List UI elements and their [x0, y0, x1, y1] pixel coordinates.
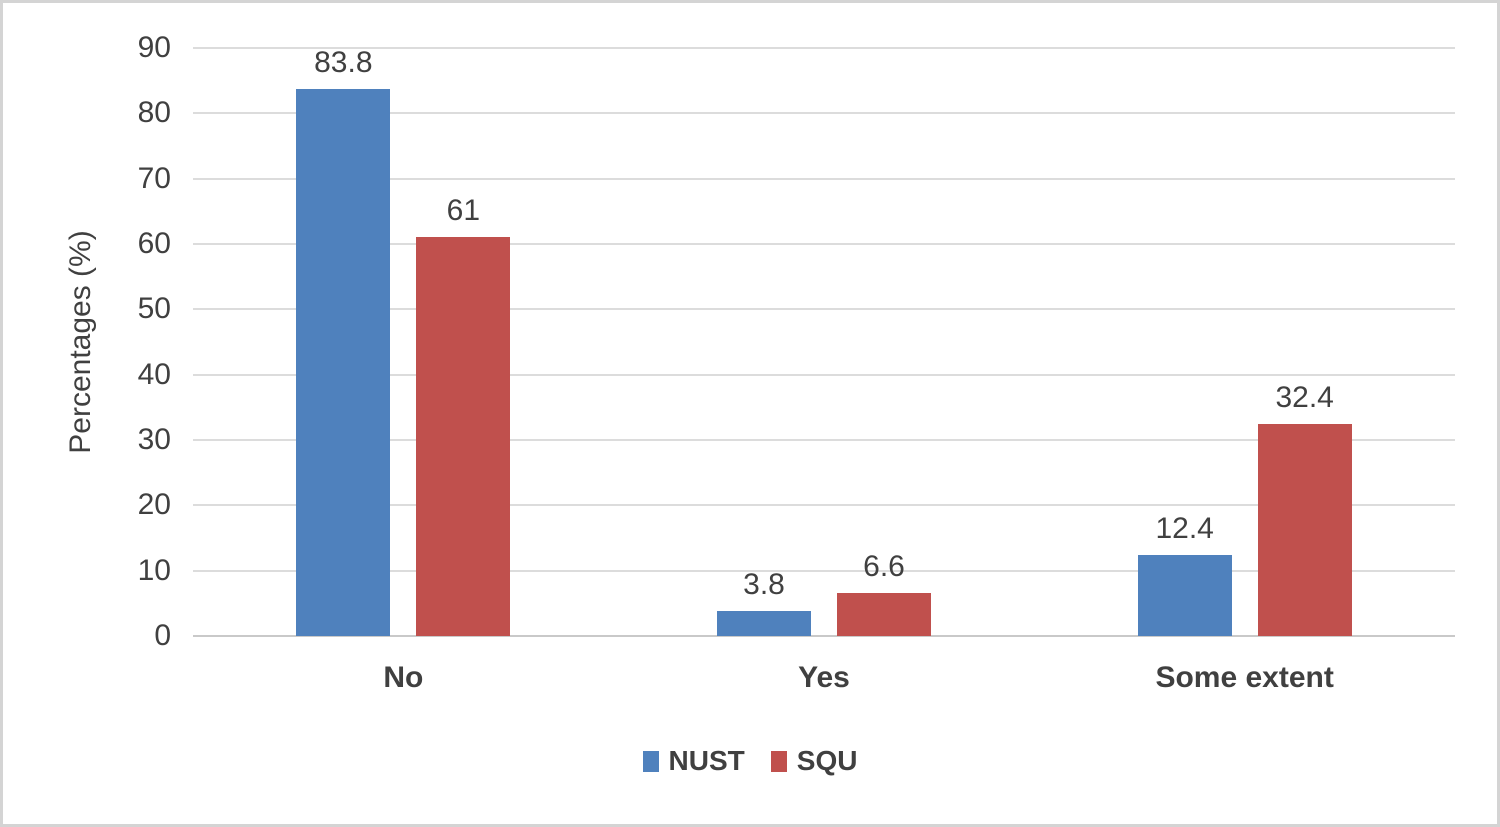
- y-tick-label: 20: [137, 488, 171, 522]
- gridline: [193, 373, 1455, 376]
- bar-value-label: 12.4: [1155, 511, 1214, 545]
- x-category-label-no: No: [383, 661, 424, 694]
- bar-nust-yes: [717, 611, 811, 636]
- gridline: [193, 47, 1455, 49]
- y-tick-label: 0: [154, 619, 171, 652]
- legend-item-squ: SQU: [770, 745, 858, 777]
- gridline: [193, 177, 1455, 180]
- gridline: [193, 112, 1455, 115]
- bar-value-label: 32.4: [1275, 381, 1334, 415]
- bar-value-label: 61: [446, 194, 481, 228]
- bar-squ-some-extent: [1257, 424, 1352, 636]
- gridline: [193, 569, 1455, 572]
- bar-squ-yes: [837, 592, 931, 636]
- bar-value-label: 6.6: [863, 549, 905, 583]
- y-tick-label: 90: [137, 31, 171, 64]
- legend-swatch-nust: [642, 750, 659, 772]
- legend-item-nust: NUST: [642, 745, 745, 777]
- y-tick-label: 10: [137, 553, 171, 587]
- gridline: [193, 243, 1455, 245]
- y-tick-label: 40: [137, 357, 171, 391]
- x-axis-line: [193, 635, 1455, 637]
- legend-label-nust: NUST: [668, 745, 745, 776]
- gridline: [193, 439, 1455, 441]
- y-axis-title: Percentages (%): [64, 230, 97, 454]
- y-tick-label: 50: [137, 292, 171, 326]
- legend-label-squ: SQU: [796, 745, 858, 776]
- bar-squ-no: [416, 237, 511, 636]
- legend: NUST SQU: [3, 745, 1497, 777]
- y-tick-label: 80: [137, 96, 171, 130]
- bar-value-label: 83.8: [314, 45, 373, 79]
- legend-swatch-squ: [770, 750, 787, 772]
- gridline: [193, 308, 1455, 311]
- y-tick-label: 30: [137, 423, 171, 456]
- bar-nust-no: [296, 88, 391, 636]
- bar-value-label: 3.8: [743, 568, 785, 602]
- bar-nust-some-extent: [1137, 554, 1232, 636]
- y-tick-label: 70: [137, 161, 171, 195]
- x-category-label-yes: Yes: [798, 661, 850, 694]
- x-category-label-some-extent: Some extent: [1155, 661, 1334, 694]
- gridline: [193, 504, 1455, 507]
- y-tick-label: 60: [137, 227, 171, 260]
